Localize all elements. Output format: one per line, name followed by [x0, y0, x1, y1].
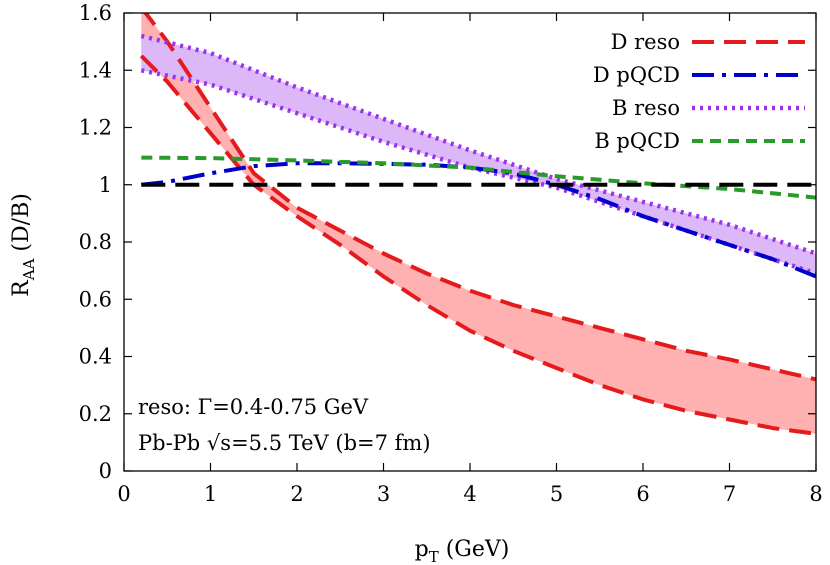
x-tick-label: 0	[117, 482, 130, 506]
x-tick-label: 6	[636, 482, 649, 506]
x-tick-label: 4	[463, 482, 476, 506]
x-tick-label: 2	[290, 482, 303, 506]
x-tick-label: 7	[723, 482, 736, 506]
y-tick-label: 1.6	[79, 1, 112, 25]
legend-label-b-pqcd: B pQCD	[594, 129, 680, 153]
x-tick-label: 5	[550, 482, 563, 506]
y-tick-label: 1.2	[79, 116, 112, 140]
legend-label-d-pqcd: D pQCD	[593, 63, 680, 87]
y-tick-label: 0.4	[79, 345, 112, 369]
annotation-width: reso: Γ=0.4-0.75 GeV	[138, 395, 369, 419]
x-tick-label: 8	[809, 482, 822, 506]
line-b-reso-lower	[140, 68, 816, 276]
band-b-reso	[141, 35, 816, 274]
y-tick-label: 1.4	[79, 58, 112, 82]
x-tick-label: 3	[377, 482, 390, 506]
annotation-system: Pb-Pb √s=5.5 TeV (b=7 fm)	[138, 431, 431, 455]
line-b-pqcd	[141, 155, 816, 200]
y-tick-label: 0	[99, 459, 112, 483]
line-d-pqcd	[141, 161, 816, 279]
legend-label-d-reso: D reso	[611, 30, 680, 54]
legend-label-b-reso: B reso	[612, 96, 680, 120]
bands-layer	[141, 13, 816, 434]
y-tick-label: 1	[99, 173, 112, 197]
band-d-reso	[141, 13, 816, 434]
line-d-reso-upper	[143, 13, 816, 382]
y-axis-label: RAA (D/B)	[9, 193, 38, 297]
legend: D reso D pQCD B reso B pQCD	[593, 30, 805, 153]
y-tick-label: 0.8	[79, 230, 112, 254]
ticks-layer: 0 1 2 3 4 5 6 7 8 0 0.2 0.4 0.6 0.8 1 1.2 1.4 1.6	[79, 1, 823, 506]
x-tick-label: 1	[204, 482, 217, 506]
y-tick-label: 0.2	[79, 402, 112, 426]
y-tick-label: 0.6	[79, 287, 112, 311]
lines-layer	[139, 13, 816, 436]
x-axis-label: pT (GeV)	[415, 537, 510, 565]
